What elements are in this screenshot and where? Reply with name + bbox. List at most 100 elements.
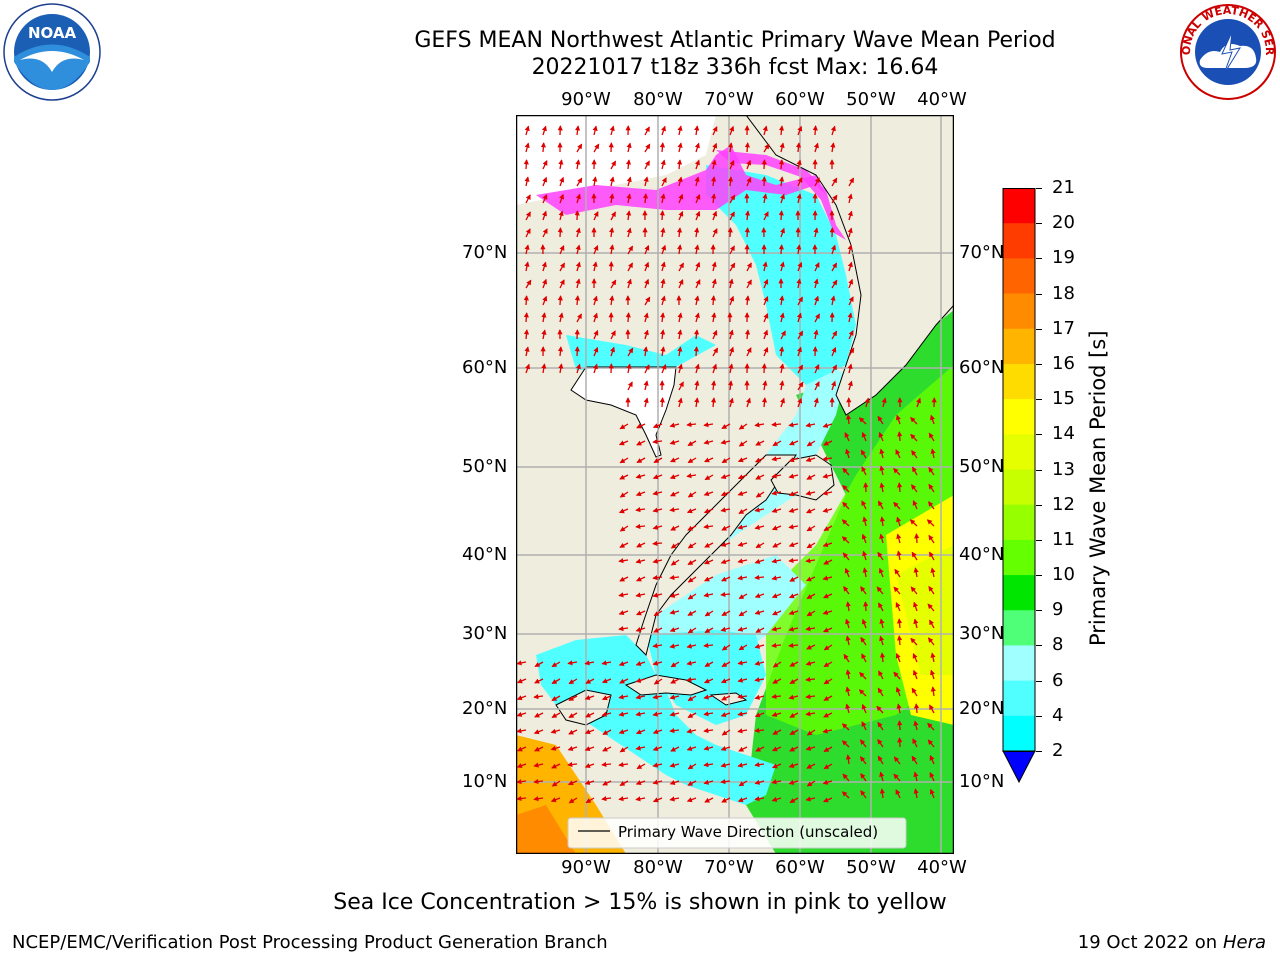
- wave-arrow: [711, 176, 717, 187]
- wave-arrow: [928, 501, 935, 510]
- wave-arrow: [771, 525, 782, 531]
- wave-arrow: [542, 228, 548, 238]
- wave-arrow: [860, 789, 867, 799]
- wave-arrow: [652, 779, 663, 785]
- wave-arrow: [636, 763, 646, 770]
- wave-arrow: [619, 423, 629, 430]
- wave-arrow: [542, 295, 548, 306]
- wave-arrow: [805, 711, 816, 717]
- wave-arrow: [652, 711, 663, 717]
- wave-arrow: [644, 160, 650, 170]
- wave-arrow: [861, 500, 867, 510]
- lon-label-bottom: 50°W: [846, 857, 896, 878]
- wave-arrow: [524, 125, 530, 136]
- wave-arrow: [618, 508, 629, 514]
- wave-arrow: [788, 610, 799, 616]
- wave-arrow: [771, 575, 782, 581]
- footer-date: 19 Oct 2022 on Hera: [1077, 932, 1266, 953]
- wave-arrow: [609, 227, 615, 238]
- wave-arrow: [841, 519, 850, 527]
- wave-arrow: [720, 712, 731, 718]
- wave-arrow: [877, 738, 884, 748]
- wave-arrow: [823, 746, 833, 753]
- wave-arrow: [788, 779, 799, 785]
- wave-arrow: [635, 558, 646, 564]
- lat-label-left: 30°N: [462, 623, 508, 644]
- lat-label-right: 40°N: [959, 544, 1005, 565]
- wave-arrow: [652, 423, 663, 429]
- wave-arrow: [721, 797, 731, 803]
- wave-arrow: [660, 193, 666, 204]
- colorbar-tick-mark: [1036, 399, 1042, 401]
- wave-arrow: [779, 380, 785, 391]
- wave-arrow: [744, 142, 750, 153]
- wave-arrow: [652, 592, 663, 598]
- colorbar-tick-mark: [1036, 575, 1042, 577]
- wave-arrow: [823, 695, 833, 701]
- wave-arrow: [847, 261, 853, 272]
- wave-arrow: [541, 261, 547, 272]
- wave-arrow: [625, 312, 631, 323]
- colorbar-tick-mark: [1036, 645, 1042, 647]
- wave-arrow: [602, 746, 612, 752]
- wave-arrow: [635, 694, 646, 700]
- wave-arrow: [524, 346, 530, 357]
- wave-arrow: [669, 507, 680, 513]
- wave-arrow: [644, 278, 650, 289]
- wave-arrow: [678, 279, 684, 289]
- wave-arrow: [796, 312, 802, 323]
- wave-arrow: [712, 363, 718, 374]
- wave-arrow: [635, 523, 646, 530]
- wave-arrow: [558, 312, 564, 323]
- davis-strait-waters: [706, 165, 856, 385]
- wave-arrow: [694, 380, 700, 391]
- wave-arrow: [524, 244, 530, 255]
- wave-arrow: [711, 278, 717, 289]
- wave-arrow: [541, 125, 547, 136]
- wave-arrow: [930, 686, 936, 697]
- wave-arrow: [524, 261, 530, 272]
- wave-arrow: [913, 601, 918, 612]
- colorbar-tick-label: 8: [1052, 634, 1064, 656]
- wave-arrow: [610, 279, 617, 289]
- wave-arrow: [525, 211, 531, 221]
- wave-arrow: [686, 508, 697, 514]
- wave-arrow: [575, 193, 581, 204]
- wave-arrow: [778, 210, 784, 221]
- lon-label-top: 70°W: [704, 89, 754, 110]
- wave-arrow: [542, 278, 548, 289]
- wave-arrow: [661, 177, 667, 187]
- wave-arrow: [877, 500, 884, 510]
- wave-arrow: [525, 194, 531, 204]
- wave-arrow: [822, 456, 833, 462]
- wave-arrow: [533, 694, 544, 700]
- colorbar-tick-mark: [1036, 715, 1042, 717]
- arrow-legend: Primary Wave Direction (unscaled): [567, 817, 907, 849]
- lat-label-left: 20°N: [462, 698, 508, 719]
- wave-arrow: [738, 746, 748, 752]
- wave-arrow: [737, 677, 748, 683]
- footer-credit: NCEP/EMC/Verification Post Processing Pr…: [12, 932, 608, 953]
- wave-arrow: [576, 313, 582, 323]
- wave-arrow: [627, 245, 634, 255]
- wave-arrow: [661, 364, 667, 374]
- wave-arrow: [930, 652, 936, 663]
- lat-label-left: 60°N: [462, 357, 508, 378]
- wave-arrow: [797, 364, 804, 374]
- wave-arrow: [879, 652, 886, 663]
- wave-arrow: [831, 279, 838, 289]
- wave-arrow: [686, 676, 697, 683]
- wave-arrow: [677, 142, 683, 153]
- wave-arrow: [660, 261, 666, 272]
- wave-arrow: [669, 762, 680, 768]
- shelf-waters: [666, 355, 846, 585]
- wave-arrow: [703, 642, 714, 649]
- wave-arrow: [805, 660, 816, 666]
- colorbar: [1002, 188, 1036, 784]
- wave-arrow: [729, 194, 736, 204]
- wave-arrow: [843, 585, 850, 595]
- wave-arrow: [677, 176, 683, 187]
- wave-arrow: [720, 491, 731, 497]
- wave-arrow: [721, 644, 731, 651]
- wave-arrow: [738, 593, 748, 600]
